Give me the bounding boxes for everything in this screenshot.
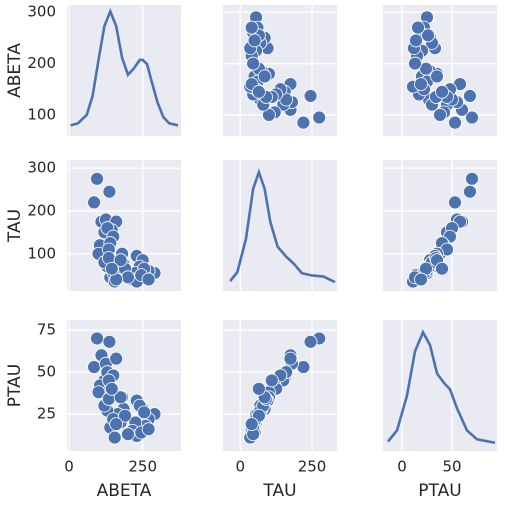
scatter-point [87, 195, 102, 210]
scatter-point [244, 417, 259, 432]
scatter-point [251, 381, 266, 396]
kde-line [229, 168, 336, 284]
scatter-point [465, 110, 479, 125]
scatter-point [113, 253, 128, 268]
scatter-point [296, 360, 311, 374]
kde-line [70, 7, 179, 127]
panel-background [383, 320, 497, 451]
scatter-point [137, 405, 152, 420]
scatter-point [107, 430, 122, 445]
scatter-point [246, 56, 261, 71]
y-axis-label: TAU [5, 209, 25, 243]
scatter-point [435, 84, 449, 99]
scatter-point [87, 360, 102, 374]
scatter-point [141, 272, 156, 287]
scatter-point [141, 422, 156, 437]
scatter-point [303, 334, 318, 349]
scatter-point [414, 77, 428, 92]
x-tick-label: 0 [397, 458, 407, 476]
y-tick-label: 100 [27, 244, 56, 262]
x-axis-label: TAU [262, 481, 296, 501]
scatter-point [102, 184, 117, 199]
scatter-point [463, 184, 477, 199]
scatter-point [463, 89, 477, 103]
y-tick-label: 75 [37, 321, 56, 339]
scatter-point [244, 20, 259, 35]
x-axis-label: PTAU [418, 481, 461, 501]
y-axis-label: PTAU [5, 364, 25, 407]
scatter-point [247, 33, 262, 48]
y-tick-label: 50 [37, 363, 56, 381]
scatter-point [113, 390, 128, 405]
scatter-point [251, 84, 266, 99]
scatter-point [109, 351, 124, 366]
scatter-point [90, 331, 104, 346]
scatter-point [257, 69, 272, 84]
x-tick-label: 250 [128, 458, 157, 476]
scatter-point [296, 115, 311, 130]
scatter-point [435, 261, 449, 276]
y-tick-label: 300 [27, 3, 56, 21]
scatter-point [109, 417, 124, 432]
scatter-point [121, 427, 135, 442]
y-tick-label: 300 [27, 159, 56, 177]
kde-line [386, 329, 496, 445]
scatter-point [283, 351, 298, 366]
x-tick-label: 250 [298, 458, 327, 476]
scatter-point [91, 385, 106, 400]
x-tick-label: 0 [64, 458, 74, 476]
scatter-point [465, 171, 479, 186]
y-tick-label: 25 [37, 405, 56, 423]
scatter-point [421, 28, 435, 43]
scatter-point [433, 108, 447, 122]
scatter-point [448, 195, 462, 210]
y-tick-label: 200 [27, 54, 56, 72]
x-tick-label: 0 [235, 458, 245, 476]
scatter-point [411, 20, 425, 35]
y-axis-label: ABETA [5, 43, 25, 98]
scatter-point [448, 115, 462, 130]
scatter-point [303, 89, 318, 103]
panel-background [223, 160, 337, 291]
scatter-point [104, 381, 119, 396]
scatter-point [409, 33, 423, 48]
scatter-point [430, 69, 444, 84]
scatter-point [90, 171, 104, 186]
scatter-point [121, 270, 135, 285]
y-tick-label: 200 [27, 201, 56, 219]
scatter-point [104, 261, 119, 276]
x-tick-label: 50 [442, 458, 461, 476]
scatter-point [414, 272, 428, 287]
scatter-point [408, 56, 422, 71]
y-tick-label: 100 [27, 105, 56, 123]
scatter-point [118, 408, 132, 423]
scatter-point [264, 373, 279, 388]
scatter-point [312, 110, 327, 125]
x-axis-label: ABETA [97, 481, 152, 501]
scatter-point [102, 334, 117, 349]
